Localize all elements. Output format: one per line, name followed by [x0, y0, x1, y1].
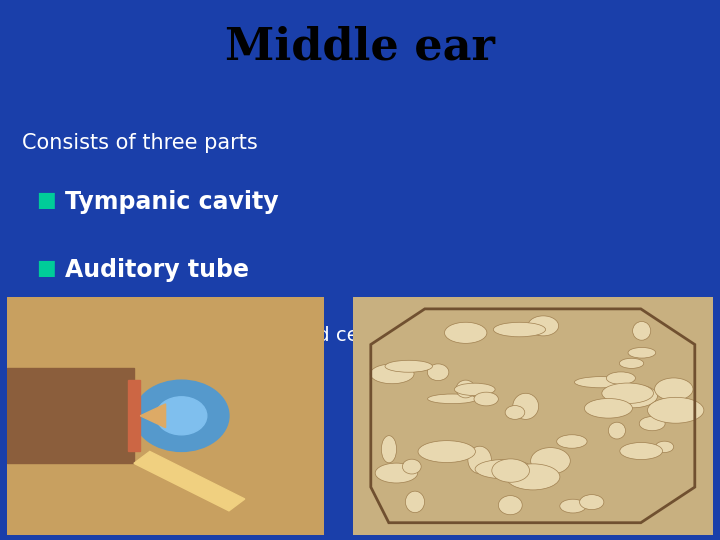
Ellipse shape [428, 364, 449, 381]
Circle shape [156, 397, 207, 435]
Ellipse shape [528, 316, 559, 336]
Ellipse shape [498, 496, 522, 515]
Ellipse shape [633, 321, 651, 340]
Ellipse shape [505, 406, 525, 420]
Ellipse shape [382, 436, 397, 463]
Ellipse shape [444, 322, 487, 343]
Ellipse shape [474, 392, 498, 406]
Ellipse shape [608, 422, 626, 439]
Text: Mastoid antrum: Mastoid antrum [65, 326, 276, 350]
Ellipse shape [628, 347, 656, 358]
Ellipse shape [531, 448, 570, 474]
Ellipse shape [608, 384, 657, 408]
Ellipse shape [647, 397, 704, 423]
Polygon shape [353, 297, 713, 535]
Ellipse shape [428, 394, 477, 403]
Ellipse shape [468, 446, 492, 474]
Ellipse shape [606, 372, 636, 384]
Ellipse shape [575, 376, 627, 388]
Text: ■: ■ [36, 190, 55, 210]
Ellipse shape [493, 322, 546, 337]
Ellipse shape [602, 383, 654, 403]
Text: ■: ■ [36, 326, 55, 346]
Text: and mastoid cells: and mastoid cells [196, 326, 379, 345]
Polygon shape [134, 451, 245, 511]
Ellipse shape [639, 416, 665, 431]
Text: ■: ■ [36, 258, 55, 278]
Text: Tympanic cavity: Tympanic cavity [65, 190, 279, 214]
Ellipse shape [619, 358, 644, 368]
Ellipse shape [620, 442, 662, 460]
Ellipse shape [492, 459, 529, 482]
Circle shape [134, 380, 229, 451]
Text: Middle ear: Middle ear [225, 26, 495, 69]
Polygon shape [7, 297, 324, 535]
Ellipse shape [655, 441, 674, 453]
Ellipse shape [385, 360, 433, 372]
Ellipse shape [585, 399, 632, 418]
Ellipse shape [654, 378, 693, 401]
Ellipse shape [456, 380, 475, 398]
Ellipse shape [370, 364, 414, 384]
Ellipse shape [557, 435, 587, 448]
Ellipse shape [560, 499, 586, 513]
Ellipse shape [506, 464, 560, 490]
Ellipse shape [405, 491, 425, 512]
Ellipse shape [375, 463, 418, 483]
Polygon shape [7, 368, 134, 463]
Polygon shape [127, 380, 140, 451]
Ellipse shape [580, 495, 604, 510]
Ellipse shape [402, 459, 421, 474]
Text: Auditory tube: Auditory tube [65, 258, 249, 282]
Text: Consists of three parts: Consists of three parts [22, 133, 257, 153]
Ellipse shape [513, 393, 539, 420]
Polygon shape [140, 404, 166, 428]
Ellipse shape [475, 460, 533, 479]
Ellipse shape [454, 383, 495, 396]
Ellipse shape [418, 441, 475, 463]
